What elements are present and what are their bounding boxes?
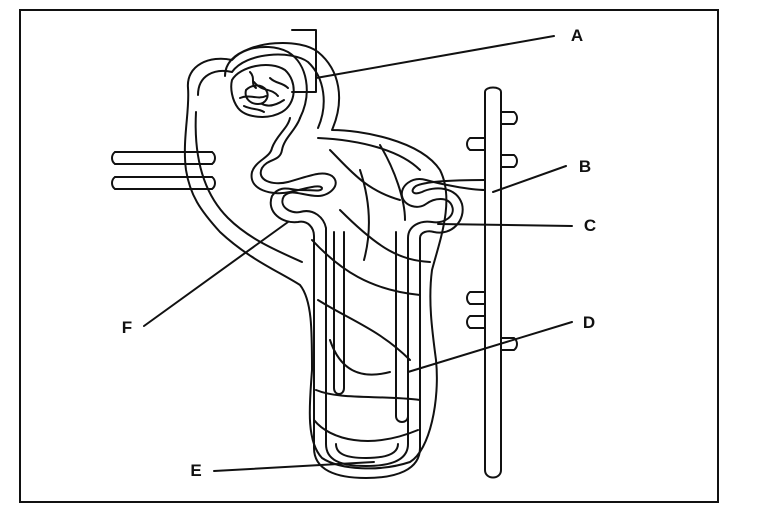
arteriole-lines xyxy=(111,151,216,190)
leader-lines xyxy=(143,35,573,472)
label-d: D xyxy=(578,313,600,333)
label-f: F xyxy=(113,318,141,338)
leader-line-e xyxy=(213,461,375,472)
tubule xyxy=(250,117,486,479)
leader-line-a xyxy=(315,35,555,79)
label-a: A xyxy=(566,26,588,46)
glomerulus xyxy=(224,45,308,119)
label-b: B xyxy=(574,157,596,177)
leader-line-b xyxy=(492,165,567,193)
leader-line-f xyxy=(143,221,289,327)
label-e: E xyxy=(183,461,209,481)
collecting-duct xyxy=(466,86,518,479)
bracket-a xyxy=(291,29,317,93)
diagram-frame xyxy=(19,9,719,503)
leader-line-d xyxy=(407,321,573,373)
label-c: C xyxy=(579,216,601,236)
leader-line-c xyxy=(437,223,573,227)
